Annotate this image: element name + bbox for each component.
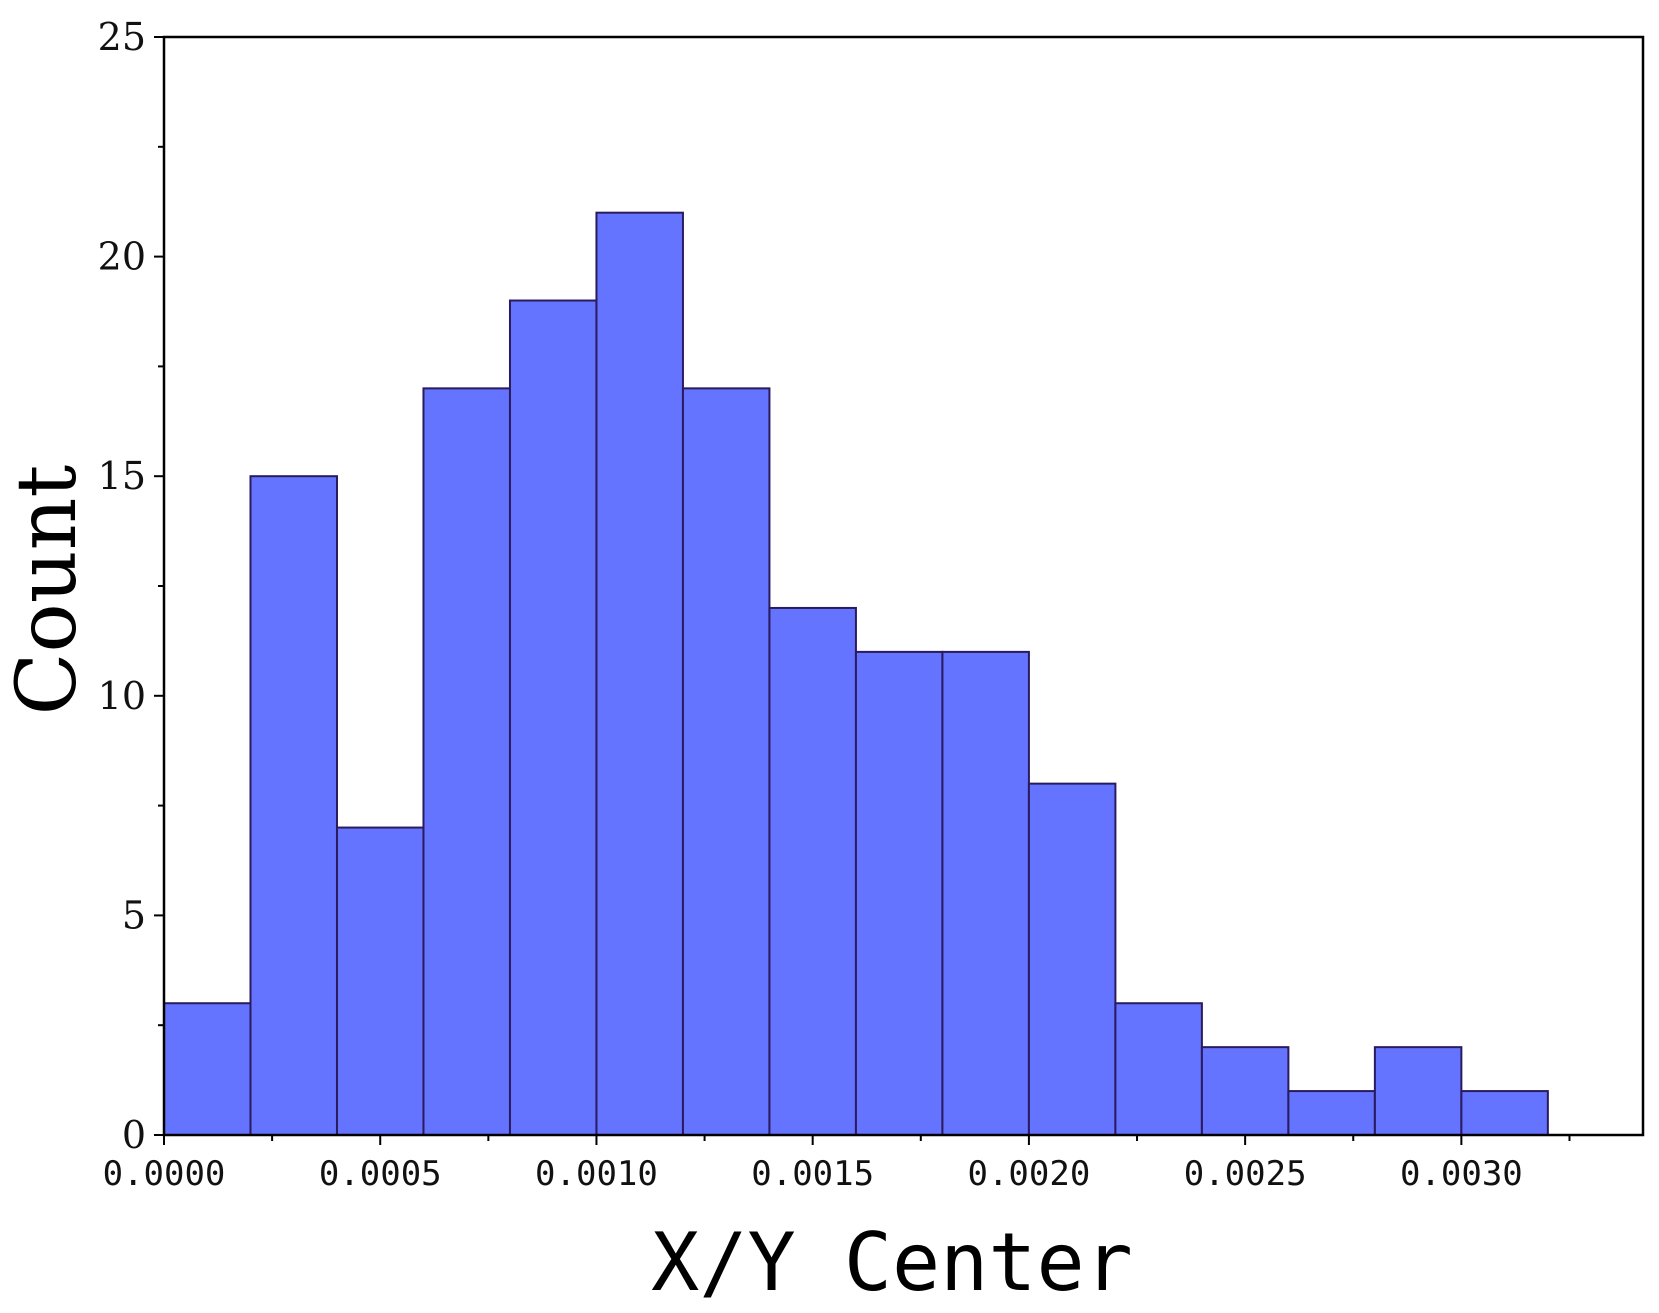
y-axis-title: Count — [0, 465, 95, 716]
y-tick-label: 0 — [122, 1113, 146, 1157]
x-tick-label: 0.0005 — [319, 1154, 442, 1194]
x-tick-label: 0.0030 — [1400, 1154, 1523, 1194]
x-tick-label: 0.0015 — [751, 1154, 874, 1194]
x-axis-title: X/Y Center — [651, 1216, 1133, 1309]
histogram-bar-1 — [249, 475, 338, 1136]
histogram-bar-15 — [1460, 1090, 1549, 1136]
x-tick-label: 0.0020 — [967, 1154, 1090, 1194]
histogram-bar-11 — [1114, 1002, 1203, 1136]
x-tick-label: 0.0010 — [535, 1154, 658, 1194]
histogram-bar-6 — [681, 387, 771, 1136]
histogram-bar-5 — [595, 211, 684, 1136]
bars-group — [163, 211, 1549, 1137]
histogram-bar-0 — [163, 1002, 252, 1136]
histogram-bar-12 — [1200, 1046, 1290, 1137]
y-tick-label: 25 — [98, 15, 146, 59]
histogram-bar-9 — [941, 650, 1030, 1136]
histogram-bar-10 — [1027, 782, 1117, 1136]
y-tick-label: 10 — [98, 674, 146, 718]
x-tick-label: 0.0000 — [103, 1154, 226, 1194]
histogram-bar-2 — [335, 826, 425, 1136]
histogram-bar-7 — [768, 606, 857, 1136]
y-tick-label: 15 — [98, 454, 146, 498]
y-tick-label: 5 — [122, 893, 146, 937]
x-tick-label: 0.0025 — [1184, 1154, 1307, 1194]
histogram-bar-8 — [854, 650, 944, 1136]
histogram-bar-3 — [422, 387, 511, 1136]
histogram-bar-4 — [508, 299, 598, 1136]
y-ticks-group: 0 5 10 15 20 25 — [98, 15, 164, 1157]
histogram-bar-14 — [1373, 1046, 1463, 1137]
histogram-bar-13 — [1287, 1090, 1376, 1136]
y-tick-label: 20 — [98, 235, 146, 279]
x-ticks-group: 0.0000 0.0005 0.0010 0.0015 0.0020 0.0025 0.00… — [103, 1135, 1571, 1194]
